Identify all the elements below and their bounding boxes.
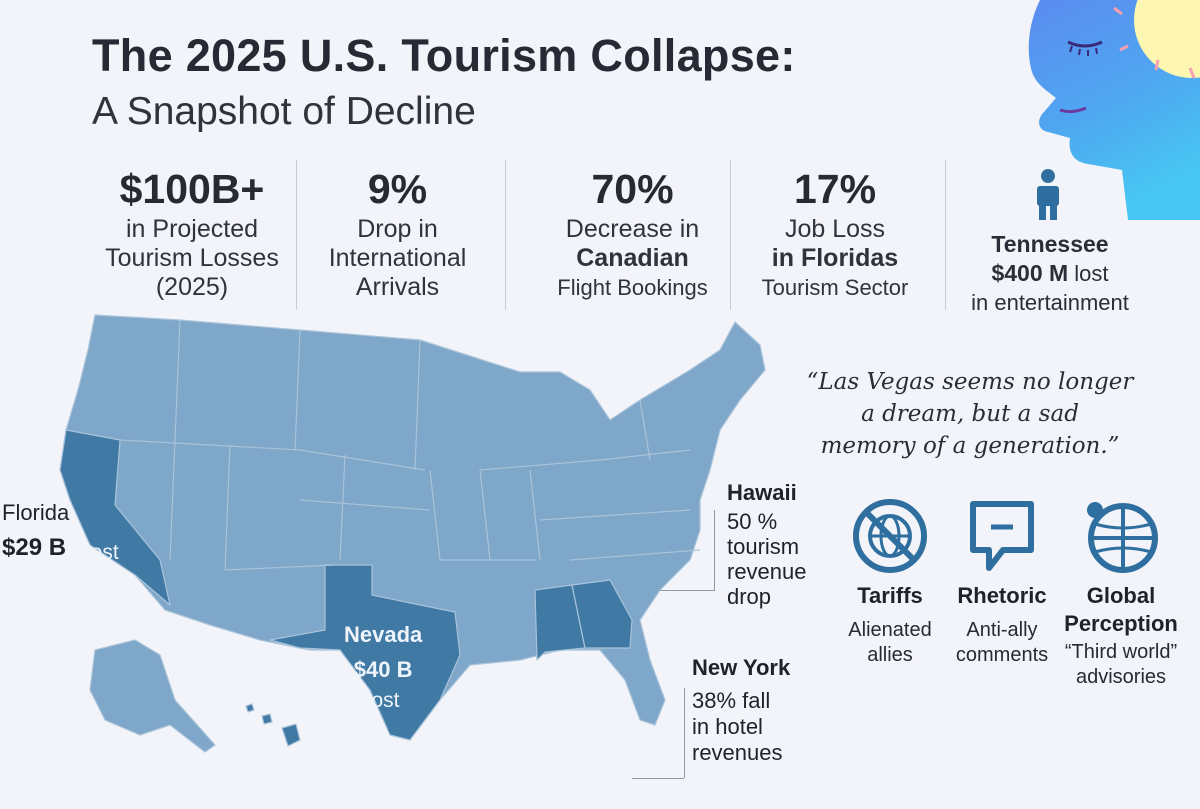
cause-global-perception: Global Perception “Third world” advisori… — [1046, 498, 1196, 690]
hawaii-state: Hawaii — [727, 480, 797, 505]
map-california — [59, 429, 171, 606]
map-alabama — [534, 584, 586, 661]
cause-desc: advisories — [1075, 666, 1167, 688]
us-map — [59, 314, 766, 753]
hawaii-leader-line — [660, 590, 715, 591]
stat-line: (2025) — [155, 273, 229, 301]
stat-line: Tourism Losses — [105, 244, 279, 272]
new-york-pct-line: 38% fall — [692, 688, 790, 714]
florida-amount: $29 B — [2, 534, 67, 561]
stat-line: Tourism Sector — [761, 275, 909, 300]
cause-name: Tariffs — [857, 583, 923, 608]
tennessee-lost: lost — [1074, 261, 1109, 286]
cause-desc: “Third world” — [1064, 641, 1178, 663]
stat-line: Decrease in — [565, 215, 700, 243]
new-york-state: New York — [692, 655, 791, 680]
person-icon — [1037, 169, 1059, 220]
globe-icon — [1087, 502, 1158, 573]
tennessee-state: Tennessee — [991, 231, 1109, 257]
new-york-pct: 38% — [692, 688, 737, 713]
quote-line: “Las Vegas seems no longer — [806, 369, 1134, 395]
map-hawaii — [245, 703, 301, 747]
cause-name: Rhetoric — [957, 583, 1047, 608]
divider — [296, 160, 297, 310]
cause-desc: comments — [955, 644, 1049, 666]
stat-line: in Projected — [125, 215, 259, 243]
new-york-line: revenues — [692, 740, 783, 765]
cause-tariffs: Tariffs Alienated allies — [815, 498, 965, 668]
quote: “Las Vegas seems no longer a dream, but … — [790, 366, 1150, 462]
map-alaska — [89, 639, 216, 753]
stat-line: International — [328, 244, 467, 272]
stat-value: 9% — [367, 166, 428, 212]
florida-state: Florida — [2, 500, 70, 525]
hawaii-line: tourism — [727, 534, 800, 559]
cause-desc: Alienated — [848, 619, 932, 641]
new-york-line: in hotel — [692, 714, 763, 739]
hawaii-line: drop — [727, 584, 772, 609]
nevada-state: Nevada — [344, 622, 423, 647]
tennessee-amount-line: $400 M lost — [960, 259, 1140, 288]
face-illustration — [1028, 0, 1200, 220]
cause-name: Global — [1086, 583, 1156, 608]
stat-international-arrivals: 9% Drop in International Arrivals — [300, 165, 495, 302]
cause-desc: allies — [867, 644, 913, 666]
stat-tourism-losses: $100B+ in Projected Tourism Losses (2025… — [72, 165, 312, 302]
no-globe-icon — [853, 499, 927, 573]
tennessee-detail: in entertainment — [971, 290, 1129, 315]
cause-desc: Anti-ally — [966, 619, 1038, 641]
divider — [730, 160, 731, 310]
nevada-amount: $40 B — [353, 657, 413, 682]
florida-label: Florida $29 B lost — [2, 500, 119, 564]
map-georgia — [571, 579, 633, 649]
divider — [945, 160, 946, 310]
stat-florida-jobs: 17% Job Loss in Floridas Tourism Sector — [740, 165, 930, 302]
stat-canadian-bookings: 70% Decrease in Canadian Flight Bookings — [535, 165, 730, 302]
quote-line: memory of a generation.” — [820, 433, 1120, 459]
speech-bubble-icon — [970, 501, 1034, 571]
florida-lost: lost — [86, 541, 119, 564]
quote-line: a dream, but a sad — [861, 401, 1079, 427]
stat-line: Arrivals — [355, 273, 440, 301]
stat-line: in Floridas — [771, 244, 899, 272]
stat-line: Drop in — [357, 215, 438, 243]
page-subtitle: A Snapshot of Decline — [92, 90, 476, 133]
map-texas — [269, 564, 461, 741]
stat-value: 70% — [591, 166, 674, 212]
stat-line: Job Loss — [784, 215, 886, 243]
divider — [505, 160, 506, 310]
stat-value: 17% — [793, 166, 877, 212]
stat-line: Flight Bookings — [557, 275, 708, 300]
nevada-label: Nevada $40 B lost — [344, 622, 422, 713]
hawaii-label: Hawaii 50 % tourism revenue drop — [727, 480, 807, 609]
new-york-leader-line — [684, 688, 685, 778]
cause-rhetoric: Rhetoric Anti-ally comments — [927, 498, 1077, 668]
hawaii-line: revenue — [727, 559, 807, 584]
nevada-lost: lost — [366, 689, 400, 712]
page-title: The 2025 U.S. Tourism Collapse: — [92, 30, 796, 81]
tennessee-stat: Tennessee $400 M lost in entertainment — [960, 230, 1140, 317]
hawaii-pct: 50 % — [727, 509, 778, 534]
new-york-line: fall — [742, 688, 771, 713]
new-york-leader-line — [632, 778, 684, 779]
tennessee-amount: $400 M — [991, 260, 1069, 286]
stat-line: Canadian — [576, 244, 689, 272]
stat-value: $100B+ — [119, 166, 265, 212]
cause-name: Perception — [1064, 611, 1178, 636]
new-york-label: New York 38% fall in hotel revenues — [692, 655, 790, 766]
hawaii-leader-line — [714, 510, 715, 590]
